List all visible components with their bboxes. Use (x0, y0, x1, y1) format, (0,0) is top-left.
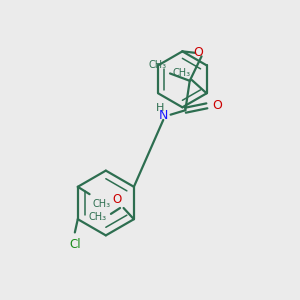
Text: CH₃: CH₃ (92, 199, 111, 208)
Text: CH₃: CH₃ (172, 68, 190, 78)
Text: N: N (158, 109, 168, 122)
Text: O: O (213, 99, 223, 112)
Text: CH₃: CH₃ (148, 61, 166, 70)
Text: O: O (194, 46, 203, 59)
Text: CH₃: CH₃ (89, 212, 107, 222)
Text: O: O (113, 193, 122, 206)
Text: Cl: Cl (69, 238, 81, 251)
Text: methoxy: methoxy (100, 218, 106, 220)
Text: H: H (156, 103, 164, 113)
